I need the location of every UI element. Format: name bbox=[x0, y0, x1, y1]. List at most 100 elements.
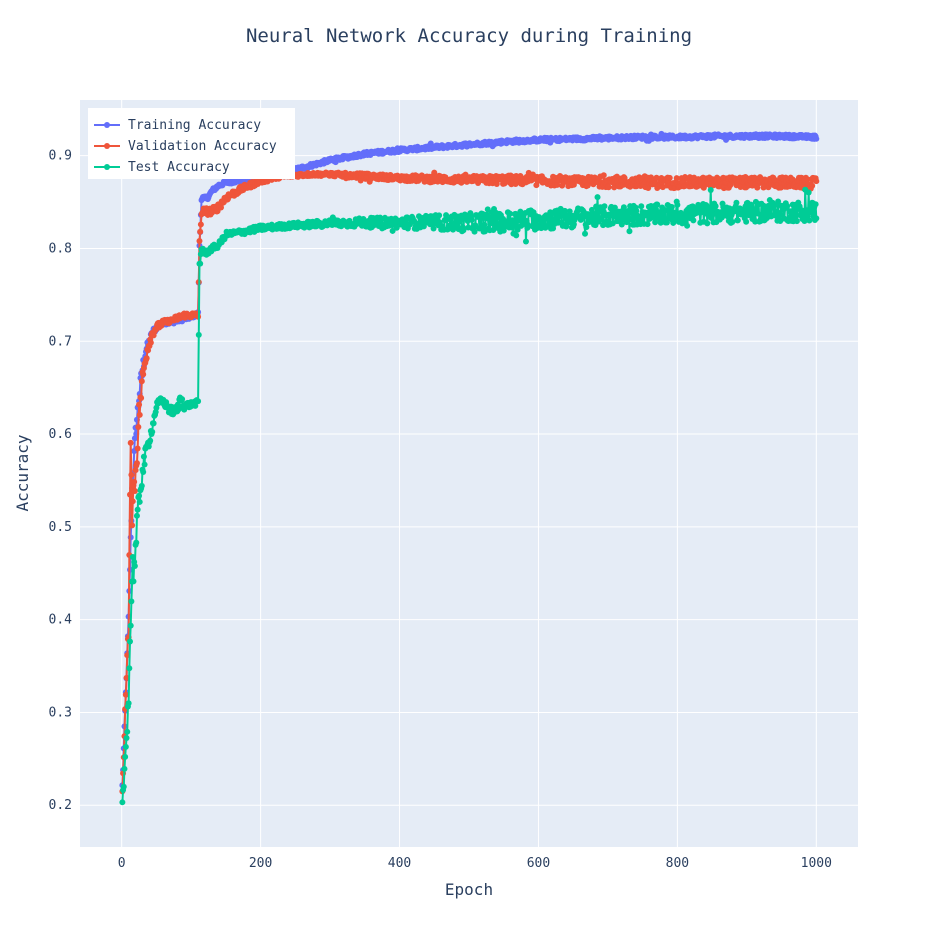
data-point bbox=[132, 467, 139, 474]
data-point bbox=[131, 478, 138, 485]
data-point bbox=[743, 218, 750, 225]
data-point bbox=[634, 212, 641, 219]
data-point bbox=[468, 216, 475, 223]
data-point bbox=[484, 206, 491, 213]
y-tick-label: 0.4 bbox=[49, 613, 73, 628]
data-point bbox=[129, 553, 136, 560]
data-point bbox=[136, 411, 143, 418]
data-point bbox=[690, 217, 697, 224]
y-axis-ticks: 0.2 0.3 0.4 0.5 0.6 0.7 0.8 0.9 bbox=[49, 149, 73, 814]
data-point bbox=[729, 219, 736, 226]
series-markers bbox=[119, 186, 820, 806]
data-point bbox=[771, 202, 778, 209]
y-tick-label: 0.9 bbox=[49, 149, 72, 164]
data-point bbox=[128, 471, 135, 478]
series-test-accuracy bbox=[119, 186, 820, 806]
data-point bbox=[140, 453, 147, 460]
data-point bbox=[121, 765, 128, 772]
data-point bbox=[143, 355, 150, 362]
data-point bbox=[389, 227, 396, 234]
data-point bbox=[709, 212, 716, 219]
data-point bbox=[218, 204, 225, 211]
data-point bbox=[122, 743, 129, 750]
series-validation-accuracy bbox=[119, 169, 820, 795]
data-point bbox=[812, 201, 819, 208]
x-tick-label: 800 bbox=[666, 856, 689, 871]
data-point bbox=[471, 228, 478, 235]
data-point bbox=[481, 221, 488, 228]
legend-swatch-marker bbox=[104, 164, 110, 170]
data-point bbox=[582, 230, 589, 237]
data-point bbox=[195, 398, 202, 405]
legend-label: Test Accuracy bbox=[128, 160, 230, 175]
data-point bbox=[175, 406, 182, 413]
data-point bbox=[666, 174, 673, 181]
data-point bbox=[134, 506, 141, 513]
legend-label: Validation Accuracy bbox=[128, 139, 277, 154]
data-point bbox=[460, 227, 467, 234]
data-point bbox=[393, 224, 400, 231]
legend-swatch-marker bbox=[104, 143, 110, 149]
data-point bbox=[684, 222, 691, 229]
data-point bbox=[127, 439, 134, 446]
data-point bbox=[583, 224, 590, 231]
data-point bbox=[129, 498, 136, 505]
data-point bbox=[506, 210, 513, 217]
data-point bbox=[123, 674, 130, 681]
x-axis-title: Epoch bbox=[445, 880, 493, 899]
legend-box bbox=[88, 108, 295, 179]
data-point bbox=[135, 423, 142, 430]
legend-item[interactable]: Training Accuracy bbox=[94, 118, 261, 133]
data-point bbox=[196, 238, 203, 244]
legend-item[interactable]: Validation Accuracy bbox=[94, 139, 277, 154]
data-point bbox=[601, 203, 608, 210]
y-tick-label: 0.3 bbox=[49, 705, 72, 720]
data-point bbox=[136, 498, 143, 505]
data-point bbox=[752, 218, 759, 225]
legend-item[interactable]: Test Accuracy bbox=[94, 160, 230, 175]
data-point bbox=[174, 401, 181, 408]
data-point bbox=[652, 219, 659, 226]
x-tick-label: 0 bbox=[118, 856, 126, 871]
data-point bbox=[809, 182, 816, 189]
data-point bbox=[807, 209, 814, 216]
data-point bbox=[594, 194, 601, 201]
y-tick-label: 0.7 bbox=[49, 334, 72, 349]
data-point bbox=[793, 218, 800, 225]
data-point bbox=[813, 215, 820, 222]
data-point bbox=[754, 210, 761, 217]
data-point bbox=[668, 204, 675, 211]
data-point bbox=[654, 201, 661, 208]
data-point bbox=[127, 638, 134, 645]
x-axis-ticks: 0 200 400 600 800 1000 bbox=[118, 856, 832, 871]
data-point bbox=[566, 208, 573, 215]
data-point bbox=[141, 461, 148, 468]
data-point bbox=[584, 182, 591, 189]
data-point bbox=[734, 217, 741, 224]
data-point bbox=[644, 221, 651, 228]
data-point bbox=[138, 395, 145, 402]
data-point bbox=[133, 539, 140, 546]
data-point bbox=[150, 420, 157, 427]
data-point bbox=[131, 488, 138, 495]
data-point bbox=[784, 203, 791, 210]
data-point bbox=[638, 203, 645, 210]
y-tick-label: 0.8 bbox=[49, 241, 72, 256]
data-point bbox=[775, 198, 782, 205]
data-point bbox=[561, 207, 568, 214]
data-point bbox=[120, 783, 127, 790]
data-point bbox=[813, 135, 820, 142]
data-point bbox=[140, 365, 147, 372]
data-point bbox=[611, 204, 618, 211]
data-point bbox=[127, 622, 134, 629]
data-point bbox=[626, 228, 633, 235]
legend[interactable]: Training Accuracy Validation Accuracy Test… bbox=[88, 108, 295, 179]
data-point bbox=[733, 199, 740, 206]
data-point bbox=[673, 175, 680, 182]
data-point bbox=[704, 220, 711, 227]
data-point bbox=[136, 401, 143, 408]
legend-swatch-marker bbox=[104, 122, 110, 128]
data-point bbox=[123, 735, 130, 741]
data-point bbox=[436, 212, 443, 219]
